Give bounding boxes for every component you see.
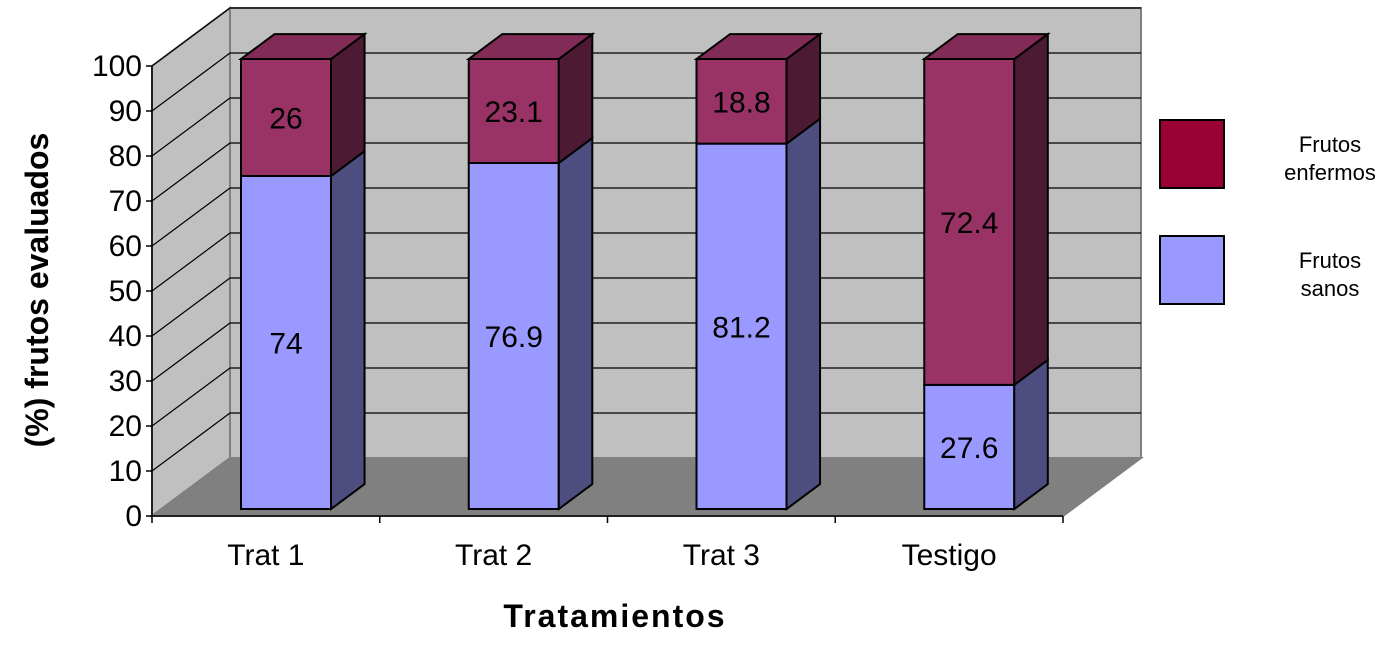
y-tick-label: 40 [109,320,142,353]
x-axis-title: Tratamientos [503,598,726,634]
legend-swatch [1159,235,1225,305]
bar-side-face [330,149,366,512]
y-tick-label: 10 [109,455,142,488]
bar-top-face [465,33,596,61]
bar-segment: 18.8 [693,32,824,146]
gridline [151,142,1141,202]
data-label: 74 [269,328,302,361]
gridline [151,367,1141,427]
bar-side-face [785,116,822,512]
y-tick-label: 20 [109,410,142,443]
data-label: 23.1 [485,96,543,129]
data-label: 26 [269,103,302,136]
y-tick-label: 0 [125,500,142,533]
data-label: 27.6 [940,432,998,465]
y-tick-label: 60 [109,230,142,263]
y-tick-label: 90 [109,95,142,128]
x-tick-label: Trat 1 [227,539,304,572]
gridline [151,232,1141,292]
bar-top-face [237,33,368,61]
bar-segment: 26 [237,32,368,179]
bar-segment: 76.9 [467,136,594,512]
data-label: 76.9 [485,321,543,354]
gridline [151,277,1141,337]
bar-segment: 23.1 [465,32,596,165]
y-tick-label: 70 [109,185,142,218]
bar-segment: 72.4 [921,32,1051,387]
data-label: 18.8 [712,86,770,119]
gridline [151,412,1141,472]
data-label: 81.2 [712,311,770,344]
bar-segment: 74 [240,149,366,512]
legend-label: Frutos sanos [1299,248,1361,301]
x-tick-label: Testigo [902,539,997,572]
y-tick-label: 30 [109,365,142,398]
x-tick-label: Trat 3 [683,539,760,572]
y-tick-label: 80 [109,140,142,173]
gridline [151,52,1141,112]
bar-top-face [921,33,1051,61]
bar-top-face [693,33,824,61]
bar-segment: 81.2 [695,116,822,512]
bar-side-face [557,136,594,512]
x-tick-label: Trat 2 [455,539,532,572]
bar-side-face [1013,32,1049,387]
legend-label: Frutos enfermos [1284,132,1376,185]
y-tick-label: 50 [109,275,142,308]
y-axis-title: (%) frutos evaluados [19,133,55,448]
y-tick-label: 100 [92,50,142,83]
gridline [151,187,1141,247]
gridline [151,322,1141,382]
gridline [151,97,1141,157]
data-label: 72.4 [940,207,998,240]
gridline [151,7,1141,67]
legend-swatch [1159,119,1225,189]
